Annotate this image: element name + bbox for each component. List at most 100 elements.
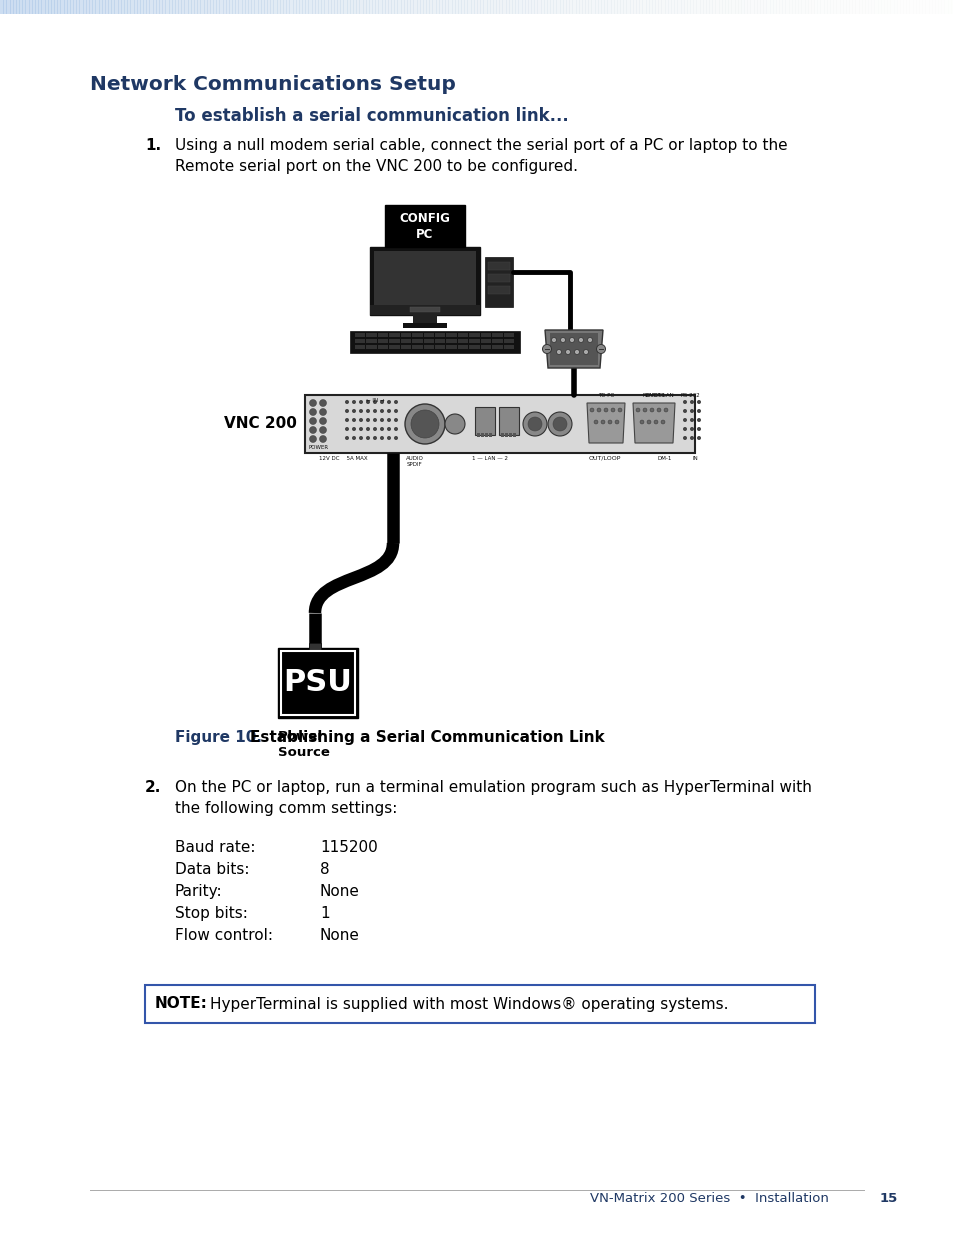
Bar bbox=[207, 0, 211, 14]
Bar bbox=[469, 333, 479, 337]
Bar bbox=[715, 0, 719, 14]
Bar bbox=[178, 0, 182, 14]
Bar bbox=[419, 0, 423, 14]
Bar bbox=[127, 0, 132, 14]
Bar bbox=[35, 0, 39, 14]
Bar bbox=[353, 0, 356, 14]
Bar bbox=[451, 0, 456, 14]
Bar bbox=[803, 0, 808, 14]
Bar bbox=[877, 0, 881, 14]
Bar bbox=[622, 0, 627, 14]
Bar bbox=[639, 0, 642, 14]
Bar bbox=[372, 0, 375, 14]
Circle shape bbox=[522, 412, 546, 436]
Bar bbox=[943, 0, 947, 14]
Bar bbox=[435, 345, 445, 350]
Bar bbox=[197, 0, 201, 14]
Bar bbox=[484, 257, 513, 308]
Bar bbox=[610, 0, 614, 14]
Circle shape bbox=[682, 427, 686, 431]
Bar bbox=[83, 0, 87, 14]
Text: Network Communications Setup: Network Communications Setup bbox=[90, 75, 456, 94]
Bar bbox=[588, 0, 592, 14]
Circle shape bbox=[309, 426, 316, 433]
Bar bbox=[295, 0, 299, 14]
Circle shape bbox=[366, 417, 370, 422]
Bar bbox=[73, 0, 77, 14]
Circle shape bbox=[345, 400, 349, 404]
Bar bbox=[264, 0, 268, 14]
Bar bbox=[136, 0, 141, 14]
Circle shape bbox=[596, 345, 605, 353]
Circle shape bbox=[366, 400, 370, 404]
Bar bbox=[355, 0, 360, 14]
Bar bbox=[683, 0, 687, 14]
Bar bbox=[489, 433, 492, 437]
Text: ← IN →: ← IN → bbox=[365, 398, 384, 403]
Bar bbox=[469, 345, 479, 350]
Bar bbox=[222, 0, 227, 14]
Bar bbox=[413, 315, 436, 324]
Bar bbox=[140, 0, 144, 14]
Bar bbox=[366, 333, 376, 337]
Bar bbox=[896, 0, 900, 14]
Bar bbox=[331, 0, 335, 14]
Bar bbox=[0, 0, 4, 14]
Bar bbox=[740, 0, 744, 14]
Circle shape bbox=[615, 420, 618, 424]
Bar bbox=[327, 0, 332, 14]
Bar bbox=[899, 0, 903, 14]
Circle shape bbox=[682, 400, 686, 404]
Bar bbox=[915, 0, 919, 14]
Bar bbox=[521, 0, 525, 14]
Bar bbox=[832, 0, 837, 14]
Circle shape bbox=[387, 427, 391, 431]
Bar bbox=[248, 0, 252, 14]
Circle shape bbox=[319, 399, 326, 406]
Bar bbox=[366, 338, 376, 343]
Circle shape bbox=[551, 337, 556, 342]
Bar bbox=[159, 0, 163, 14]
Bar bbox=[412, 338, 422, 343]
Bar bbox=[727, 0, 732, 14]
Circle shape bbox=[542, 345, 551, 353]
Circle shape bbox=[689, 400, 693, 404]
Bar bbox=[76, 0, 80, 14]
Bar bbox=[515, 0, 518, 14]
Circle shape bbox=[697, 400, 700, 404]
Circle shape bbox=[565, 350, 570, 354]
Bar bbox=[165, 0, 170, 14]
Bar bbox=[479, 0, 484, 14]
Bar bbox=[305, 395, 695, 453]
Bar bbox=[562, 0, 566, 14]
Bar bbox=[467, 0, 471, 14]
Text: AUDIO
SPDIF: AUDIO SPDIF bbox=[406, 456, 423, 467]
Circle shape bbox=[405, 404, 444, 445]
Bar bbox=[362, 0, 366, 14]
Bar bbox=[67, 0, 71, 14]
Bar bbox=[636, 0, 639, 14]
Bar bbox=[19, 0, 23, 14]
Bar bbox=[402, 324, 447, 329]
Bar bbox=[488, 274, 510, 282]
Bar bbox=[436, 0, 439, 14]
Bar bbox=[826, 0, 830, 14]
Bar bbox=[238, 0, 242, 14]
Bar bbox=[309, 643, 320, 651]
Text: Stop bits:: Stop bits: bbox=[174, 906, 248, 921]
Bar bbox=[937, 0, 942, 14]
Bar bbox=[422, 0, 427, 14]
Bar bbox=[389, 338, 399, 343]
Circle shape bbox=[379, 417, 384, 422]
Bar bbox=[498, 0, 503, 14]
Circle shape bbox=[444, 414, 464, 433]
Bar bbox=[655, 0, 659, 14]
Bar bbox=[435, 338, 445, 343]
Circle shape bbox=[547, 412, 572, 436]
Bar bbox=[702, 0, 706, 14]
Bar bbox=[105, 0, 109, 14]
Bar bbox=[693, 0, 697, 14]
Bar bbox=[305, 0, 309, 14]
Bar bbox=[864, 0, 868, 14]
Circle shape bbox=[649, 408, 654, 412]
